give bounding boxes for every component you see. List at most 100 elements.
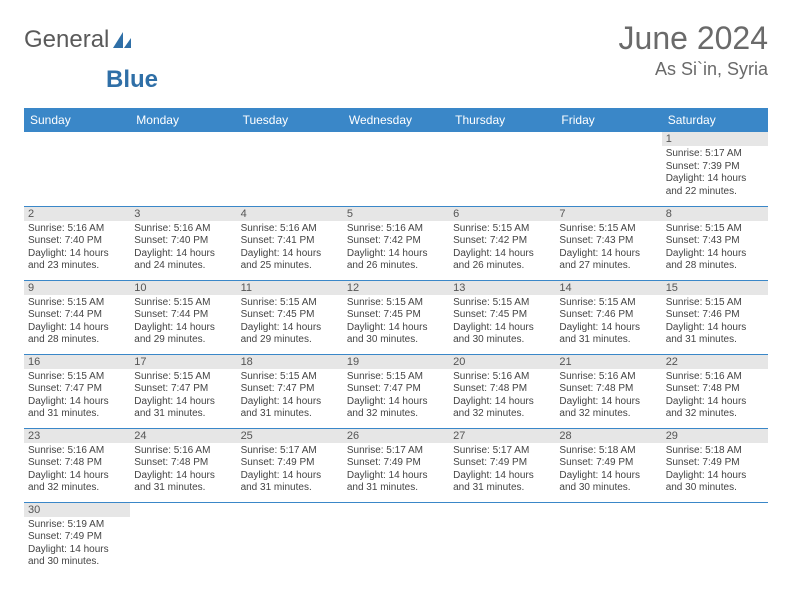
calendar-cell: 20Sunrise: 5:16 AMSunset: 7:48 PMDayligh… (449, 354, 555, 428)
calendar-cell: 6Sunrise: 5:15 AMSunset: 7:42 PMDaylight… (449, 206, 555, 280)
day-detail-line: and 31 minutes. (134, 408, 232, 421)
day-detail-line: and 31 minutes. (241, 408, 339, 421)
calendar-cell (555, 502, 661, 576)
day-number: 26 (343, 429, 449, 443)
day-detail-line: Daylight: 14 hours (241, 396, 339, 409)
day-detail-line: and 32 minutes. (559, 408, 657, 421)
day-details: Sunrise: 5:15 AMSunset: 7:43 PMDaylight:… (555, 221, 661, 273)
calendar-cell: 26Sunrise: 5:17 AMSunset: 7:49 PMDayligh… (343, 428, 449, 502)
day-detail-line: and 32 minutes. (347, 408, 445, 421)
calendar-cell: 29Sunrise: 5:18 AMSunset: 7:49 PMDayligh… (662, 428, 768, 502)
day-detail-line: Sunset: 7:40 PM (28, 235, 126, 248)
day-detail-line: Sunrise: 5:15 AM (28, 297, 126, 310)
calendar-cell (237, 502, 343, 576)
day-detail-line: Daylight: 14 hours (134, 248, 232, 261)
day-detail-line: Daylight: 14 hours (28, 396, 126, 409)
day-detail-line: Sunset: 7:45 PM (347, 309, 445, 322)
calendar-cell: 22Sunrise: 5:16 AMSunset: 7:48 PMDayligh… (662, 354, 768, 428)
day-number: 10 (130, 281, 236, 295)
calendar-week: 23Sunrise: 5:16 AMSunset: 7:48 PMDayligh… (24, 428, 768, 502)
calendar-week: 16Sunrise: 5:15 AMSunset: 7:47 PMDayligh… (24, 354, 768, 428)
calendar-cell: 11Sunrise: 5:15 AMSunset: 7:45 PMDayligh… (237, 280, 343, 354)
day-details: Sunrise: 5:16 AMSunset: 7:48 PMDaylight:… (130, 443, 236, 495)
day-detail-line: Sunrise: 5:15 AM (453, 297, 551, 310)
day-detail-line: and 26 minutes. (453, 260, 551, 273)
weekday-header: Sunday (24, 108, 130, 132)
day-detail-line: Daylight: 14 hours (28, 470, 126, 483)
calendar-cell: 7Sunrise: 5:15 AMSunset: 7:43 PMDaylight… (555, 206, 661, 280)
day-number: 2 (24, 207, 130, 221)
calendar-cell (130, 132, 236, 206)
day-details: Sunrise: 5:16 AMSunset: 7:48 PMDaylight:… (449, 369, 555, 421)
weekday-header: Monday (130, 108, 236, 132)
day-details: Sunrise: 5:18 AMSunset: 7:49 PMDaylight:… (662, 443, 768, 495)
day-detail-line: Sunset: 7:43 PM (559, 235, 657, 248)
day-detail-line: and 31 minutes. (241, 482, 339, 495)
day-detail-line: and 32 minutes. (28, 482, 126, 495)
day-number: 25 (237, 429, 343, 443)
day-detail-line: Sunrise: 5:15 AM (347, 371, 445, 384)
day-detail-line: Daylight: 14 hours (666, 322, 764, 335)
day-detail-line: and 32 minutes. (666, 408, 764, 421)
day-detail-line: Sunset: 7:48 PM (666, 383, 764, 396)
day-detail-line: Sunset: 7:49 PM (28, 531, 126, 544)
day-number: 5 (343, 207, 449, 221)
day-detail-line: Sunset: 7:48 PM (28, 457, 126, 470)
brand-name-b: Blue (106, 66, 158, 93)
calendar-page: General June 2024 As Si`in, Syria Blue S… (0, 0, 792, 596)
calendar-cell: 25Sunrise: 5:17 AMSunset: 7:49 PMDayligh… (237, 428, 343, 502)
day-detail-line: Sunrise: 5:15 AM (666, 297, 764, 310)
day-details: Sunrise: 5:15 AMSunset: 7:44 PMDaylight:… (24, 295, 130, 347)
day-details: Sunrise: 5:17 AMSunset: 7:49 PMDaylight:… (343, 443, 449, 495)
day-detail-line: Sunrise: 5:15 AM (28, 371, 126, 384)
day-detail-line: Sunrise: 5:18 AM (559, 445, 657, 458)
day-detail-line: and 25 minutes. (241, 260, 339, 273)
day-detail-line: Sunset: 7:42 PM (347, 235, 445, 248)
day-number: 11 (237, 281, 343, 295)
day-number: 27 (449, 429, 555, 443)
day-number: 6 (449, 207, 555, 221)
day-number: 14 (555, 281, 661, 295)
calendar-body: 1Sunrise: 5:17 AMSunset: 7:39 PMDaylight… (24, 132, 768, 576)
calendar-cell (130, 502, 236, 576)
day-detail-line: Daylight: 14 hours (559, 322, 657, 335)
day-detail-line: and 30 minutes. (347, 334, 445, 347)
day-detail-line: Sunrise: 5:15 AM (453, 223, 551, 236)
day-details: Sunrise: 5:16 AMSunset: 7:48 PMDaylight:… (555, 369, 661, 421)
day-detail-line: Sunset: 7:40 PM (134, 235, 232, 248)
day-detail-line: Sunrise: 5:15 AM (559, 297, 657, 310)
day-detail-line: Sunrise: 5:16 AM (453, 371, 551, 384)
calendar-cell: 15Sunrise: 5:15 AMSunset: 7:46 PMDayligh… (662, 280, 768, 354)
day-detail-line: Sunset: 7:46 PM (666, 309, 764, 322)
day-detail-line: Daylight: 14 hours (666, 396, 764, 409)
day-detail-line: Daylight: 14 hours (559, 248, 657, 261)
calendar-cell: 14Sunrise: 5:15 AMSunset: 7:46 PMDayligh… (555, 280, 661, 354)
day-detail-line: Daylight: 14 hours (559, 396, 657, 409)
calendar-cell: 16Sunrise: 5:15 AMSunset: 7:47 PMDayligh… (24, 354, 130, 428)
day-detail-line: and 32 minutes. (453, 408, 551, 421)
day-detail-line: and 30 minutes. (28, 556, 126, 569)
calendar-cell (237, 132, 343, 206)
day-details: Sunrise: 5:16 AMSunset: 7:48 PMDaylight:… (662, 369, 768, 421)
day-detail-line: Sunrise: 5:16 AM (28, 223, 126, 236)
day-details: Sunrise: 5:15 AMSunset: 7:46 PMDaylight:… (555, 295, 661, 347)
calendar-cell: 28Sunrise: 5:18 AMSunset: 7:49 PMDayligh… (555, 428, 661, 502)
day-number: 8 (662, 207, 768, 221)
day-detail-line: Sunset: 7:42 PM (453, 235, 551, 248)
day-number: 13 (449, 281, 555, 295)
calendar-cell (662, 502, 768, 576)
day-detail-line: Sunset: 7:48 PM (134, 457, 232, 470)
day-detail-line: Sunrise: 5:15 AM (241, 297, 339, 310)
day-detail-line: Sunset: 7:46 PM (559, 309, 657, 322)
calendar-cell: 9Sunrise: 5:15 AMSunset: 7:44 PMDaylight… (24, 280, 130, 354)
day-detail-line: and 31 minutes. (453, 482, 551, 495)
day-detail-line: Sunrise: 5:15 AM (666, 223, 764, 236)
weekday-header: Wednesday (343, 108, 449, 132)
day-detail-line: Sunrise: 5:15 AM (241, 371, 339, 384)
calendar-cell: 30Sunrise: 5:19 AMSunset: 7:49 PMDayligh… (24, 502, 130, 576)
day-number: 3 (130, 207, 236, 221)
day-detail-line: and 22 minutes. (666, 186, 764, 199)
day-detail-line: Sunrise: 5:16 AM (559, 371, 657, 384)
calendar-cell: 1Sunrise: 5:17 AMSunset: 7:39 PMDaylight… (662, 132, 768, 206)
day-detail-line: Daylight: 14 hours (453, 396, 551, 409)
